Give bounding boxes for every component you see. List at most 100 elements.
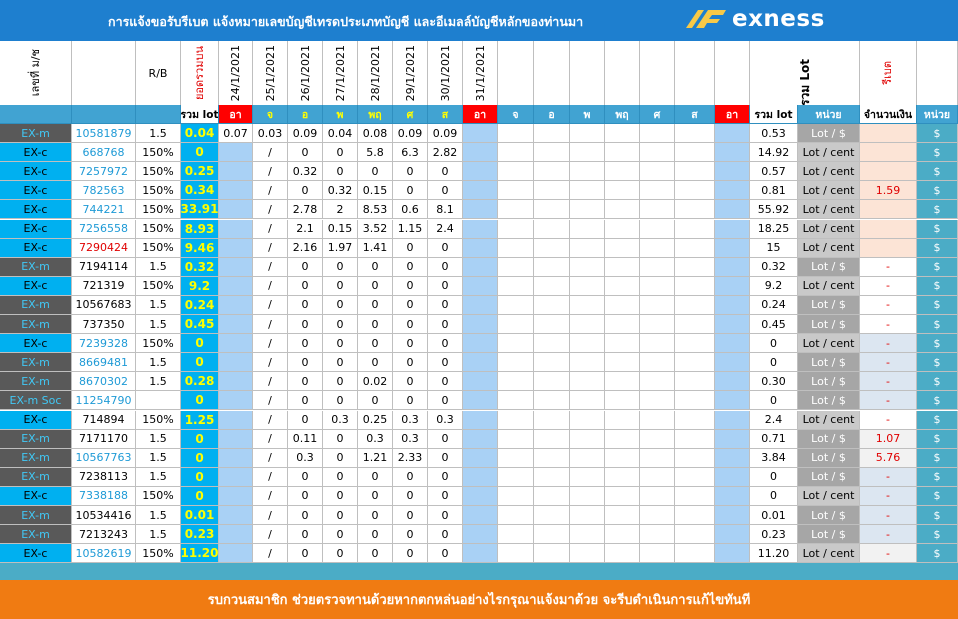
rebate-rate: 150% xyxy=(136,219,181,239)
daily-lot-value: 0 xyxy=(406,260,414,274)
daily-lot: 1.41 xyxy=(358,238,393,258)
total-lot-label: รวม lot xyxy=(754,108,793,121)
day-of-week: ส xyxy=(428,105,463,124)
account-number: 11254790 xyxy=(72,391,136,411)
daily-lot-value: 1.97 xyxy=(327,241,353,255)
date-label: 27/1/2021 xyxy=(333,44,347,102)
rebate-rate-value: 150% xyxy=(142,279,174,293)
account-type: EX-m xyxy=(0,448,72,468)
empty-day-cell xyxy=(570,334,605,354)
empty-day-cell xyxy=(640,334,675,354)
sum-lot-value: 11.20 xyxy=(181,546,219,561)
daily-lot: 0 xyxy=(393,295,428,315)
row-total-lot: 11.20 xyxy=(750,544,798,564)
daily-lot: 0 xyxy=(323,486,358,506)
row-total-lot: 0.81 xyxy=(750,181,798,201)
rebate-rate-value: 1.5 xyxy=(149,126,167,140)
daily-lot: 0 xyxy=(358,525,393,545)
daily-lot-value: 0.3 xyxy=(331,413,349,427)
daily-lot: 0 xyxy=(428,295,463,315)
row-total-value: 0.32 xyxy=(761,260,786,274)
empty-day-cell xyxy=(640,486,675,506)
daily-lot-value: 0 xyxy=(336,164,344,178)
weekend-cell xyxy=(463,429,498,449)
sum-lot: 0.32 xyxy=(181,257,219,277)
empty-day-cell xyxy=(534,257,570,277)
sum-lot: 8.93 xyxy=(181,219,219,239)
table-row: EX-m 7213243 1.5 0.23 / 0 0 0 0 0 0.23 Lot / $ - $ xyxy=(0,525,958,545)
header-blank xyxy=(570,41,605,105)
row-total-value: 18.25 xyxy=(757,222,790,236)
daily-lot: 0.15 xyxy=(323,219,358,239)
weekend-cell xyxy=(715,525,750,545)
lot-unit-value: Lot / cent xyxy=(802,489,855,503)
empty-day-cell xyxy=(605,162,640,182)
empty-day-cell xyxy=(534,544,570,564)
header-blank xyxy=(534,41,570,105)
currency-symbol: $ xyxy=(933,470,941,484)
daily-lot-value: 0 xyxy=(371,393,379,407)
empty-day-cell xyxy=(534,506,570,526)
rebate-amount: - xyxy=(860,315,917,335)
daily-lot-value: 0.3 xyxy=(296,451,314,465)
daily-lot-value: 0 xyxy=(301,260,309,274)
sum-lot-value: 9.2 xyxy=(188,278,211,293)
rebate-rate: 1.5 xyxy=(136,353,181,373)
daily-lot-value: 0.32 xyxy=(327,183,353,197)
table-row: EX-m 7171170 1.5 0 / 0.11 0 0.3 0.3 0 0.71 Lot / $ 1… xyxy=(0,429,958,449)
weekend-cell xyxy=(463,181,498,201)
empty-day-cell xyxy=(570,181,605,201)
rebate-amount-value: - xyxy=(886,298,890,312)
account-type: EX-m xyxy=(0,257,72,277)
day-of-week: จ xyxy=(498,105,534,124)
empty-day-cell xyxy=(605,391,640,411)
empty-day-cell xyxy=(534,124,570,144)
row-total-lot: 0 xyxy=(750,467,798,487)
day-of-week: ศ xyxy=(640,105,675,124)
empty-day-cell xyxy=(605,276,640,296)
daily-lot-value: 0.03 xyxy=(257,126,283,140)
daily-lot-value: / xyxy=(268,508,272,522)
daily-lot-value: 0 xyxy=(301,145,309,159)
lot-unit-value: Lot / cent xyxy=(802,413,855,427)
daily-lot-value: 2.82 xyxy=(432,145,458,159)
daily-lot: / xyxy=(253,334,288,354)
empty-day-cell xyxy=(675,181,715,201)
weekend-cell xyxy=(715,276,750,296)
row-total-lot: 0.32 xyxy=(750,257,798,277)
rebate-rate: 150% xyxy=(136,334,181,354)
lot-unit-value: Lot / $ xyxy=(811,298,846,312)
lot-unit: Lot / cent xyxy=(798,486,860,506)
empty-day-cell xyxy=(570,525,605,545)
daily-lot: / xyxy=(253,410,288,430)
daily-lot-value: 0 xyxy=(371,489,379,503)
sum-lot-value: 0.25 xyxy=(184,164,215,179)
account-type: EX-m xyxy=(0,525,72,545)
daily-lot-value: 0 xyxy=(301,183,309,197)
weekend-cell xyxy=(463,162,498,182)
daily-lot-value: 0 xyxy=(371,527,379,541)
empty-day-cell xyxy=(675,276,715,296)
daily-lot-value: 0 xyxy=(406,317,414,331)
daily-lot: 0 xyxy=(428,181,463,201)
rebate-rate-value: 150% xyxy=(142,222,174,236)
empty-day-cell xyxy=(534,162,570,182)
weekend-cell xyxy=(463,391,498,411)
row-total-lot: 55.92 xyxy=(750,200,798,220)
daily-lot: 0 xyxy=(288,334,323,354)
currency-symbol: $ xyxy=(933,413,941,427)
daily-lot: / xyxy=(253,486,288,506)
sum-lot-value: 0 xyxy=(195,145,204,160)
currency: $ xyxy=(917,257,958,277)
rebate-rate-value: 150% xyxy=(142,164,174,178)
daily-lot: 0 xyxy=(428,257,463,277)
table-row: EX-c 7338188 150% 0 / 0 0 0 0 0 0 Lot / cent - $ xyxy=(0,486,958,506)
rebate-rate: 1.5 xyxy=(136,429,181,449)
banner-title: การแจ้งขอรับรีเบต แจ้งหมายเลขบัญชีเทรดปร… xyxy=(108,14,584,29)
account-number-value: 721319 xyxy=(82,279,125,293)
row-total-lot: 0.45 xyxy=(750,315,798,335)
sum-lot-value: 8.93 xyxy=(184,221,215,236)
empty-day-cell xyxy=(534,525,570,545)
rebate-amount: - xyxy=(860,257,917,277)
date-label: 28/1/2021 xyxy=(368,44,382,102)
